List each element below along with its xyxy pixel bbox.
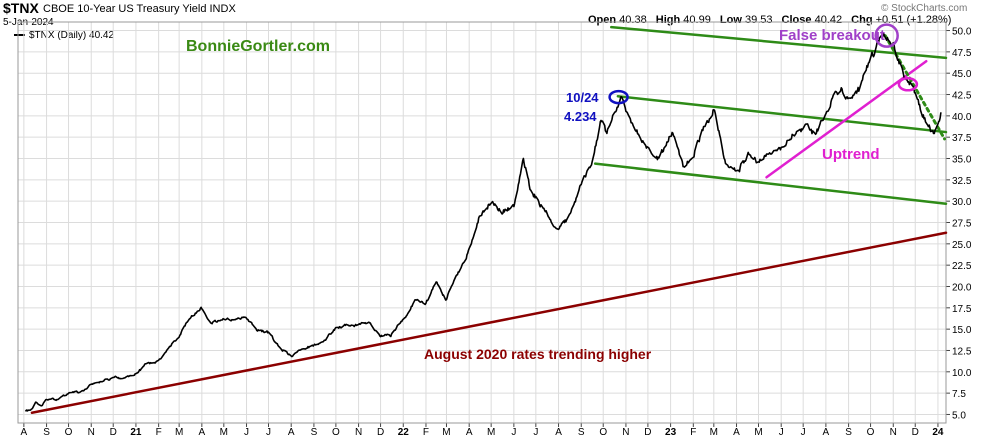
legend-line-swatch (14, 34, 25, 37)
long-trend-line (30, 231, 948, 415)
x-tick-label: M (175, 427, 183, 438)
close-label: Close (781, 14, 812, 26)
oct24-peak-marker (608, 89, 629, 105)
false-breakout-marker (874, 23, 899, 48)
x-tick-label: F (156, 427, 162, 438)
open-label: Open (588, 14, 617, 26)
x-tick-label: M (754, 427, 762, 438)
x-tick-label: M (220, 427, 228, 438)
x-tick-label: S (845, 427, 852, 438)
x-tick-label: A (21, 427, 28, 438)
y-tick-label: 50.0 (952, 27, 972, 38)
y-tick-label: 7.5 (952, 389, 966, 400)
x-tick-label: J (779, 427, 784, 438)
x-tick-label: A (199, 427, 206, 438)
y-tick-label: 35.0 (952, 155, 972, 166)
x-tick-label: M (710, 427, 718, 438)
y-tick-label: 40.0 (952, 112, 972, 123)
ohlc-readout: Open 40.38 High 40.99 Low 39.53 Close 40… (588, 14, 957, 26)
y-tick-label: 32.5 (952, 176, 972, 187)
x-tick-label: O (599, 427, 607, 438)
x-tick-label: 23 (665, 427, 677, 438)
high-value: 40.99 (683, 14, 711, 26)
x-tick-label: N (88, 427, 95, 438)
y-tick-label: 27.5 (952, 219, 972, 230)
x-tick-label: A (733, 427, 740, 438)
x-tick-label: N (622, 427, 629, 438)
x-tick-label: S (311, 427, 318, 438)
x-tick-label: N (355, 427, 362, 438)
x-tick-label: F (690, 427, 696, 438)
false-breakout-annotation: False breakout (779, 27, 885, 44)
x-tick-label: J (244, 427, 249, 438)
legend-label: $TNX (Daily) 40.42 (29, 30, 115, 41)
x-tick-label: M (442, 427, 450, 438)
close-value: 40.42 (814, 14, 843, 26)
peak-date-annotation: 10/24 (566, 90, 599, 105)
y-tick-label: 10.0 (952, 368, 972, 379)
y-tick-label: 37.5 (952, 133, 972, 144)
channel-middle-line (616, 94, 948, 134)
low-value: 39.53 (744, 14, 773, 26)
uptrend-annotation: Uptrend (822, 146, 880, 163)
x-tick-label: 24 (932, 427, 944, 438)
symbol-description: CBOE 10-Year US Treasury Yield INDX (43, 3, 236, 15)
x-tick-label: O (867, 427, 875, 438)
x-tick-label: O (332, 427, 340, 438)
x-tick-label: O (65, 427, 73, 438)
series-legend: $TNX (Daily) 40.42 (14, 30, 114, 41)
x-tick-label: 21 (130, 427, 142, 438)
high-label: High (655, 14, 681, 26)
peak-value-annotation: 4.234 (564, 109, 597, 124)
x-tick-label: D (644, 427, 651, 438)
y-tick-label: 22.5 (952, 261, 972, 272)
x-tick-label: 22 (398, 427, 410, 438)
x-tick-label: J (533, 427, 538, 438)
y-tick-label: 15.0 (952, 325, 972, 336)
y-tick-label: 20.0 (952, 282, 972, 293)
x-tick-label: D (377, 427, 384, 438)
x-tick-label: F (423, 427, 429, 438)
x-tick-label: N (890, 427, 897, 438)
x-tick-label: J (511, 427, 516, 438)
chg-value: +0.51 (+1.28%) (875, 14, 952, 26)
breakdown-marker (897, 77, 919, 92)
y-tick-label: 5.0 (952, 410, 966, 421)
ticker-symbol: $TNX (3, 0, 39, 16)
x-tick-label: D (110, 427, 117, 438)
y-tick-label: 17.5 (952, 304, 972, 315)
y-tick-label: 42.5 (952, 91, 972, 102)
tnx-price-line (24, 32, 942, 412)
channel-upper-line (610, 25, 948, 60)
y-tick-label: 30.0 (952, 197, 972, 208)
y-tick-label: 45.0 (952, 69, 972, 80)
x-tick-label: A (466, 427, 473, 438)
chg-label: Chg (851, 14, 873, 26)
x-tick-label: D (912, 427, 919, 438)
brand-annotation: BonnieGortler.com (186, 38, 330, 55)
long-trend-annotation: August 2020 rates trending higher (424, 346, 652, 362)
x-tick-label: S (43, 427, 50, 438)
x-tick-label: J (266, 427, 271, 438)
stockcharts-brand: © StockCharts.com (881, 3, 968, 14)
x-tick-label: S (578, 427, 585, 438)
channel-lower-line (593, 162, 948, 205)
x-tick-label: A (288, 427, 295, 438)
x-tick-label: J (801, 427, 806, 438)
x-tick-label: M (487, 427, 495, 438)
x-tick-label: A (555, 427, 562, 438)
y-tick-label: 25.0 (952, 240, 972, 251)
y-tick-label: 47.5 (952, 48, 972, 59)
x-tick-label: A (823, 427, 830, 438)
y-tick-label: 12.5 (952, 346, 972, 357)
plot-frame (17, 21, 947, 424)
